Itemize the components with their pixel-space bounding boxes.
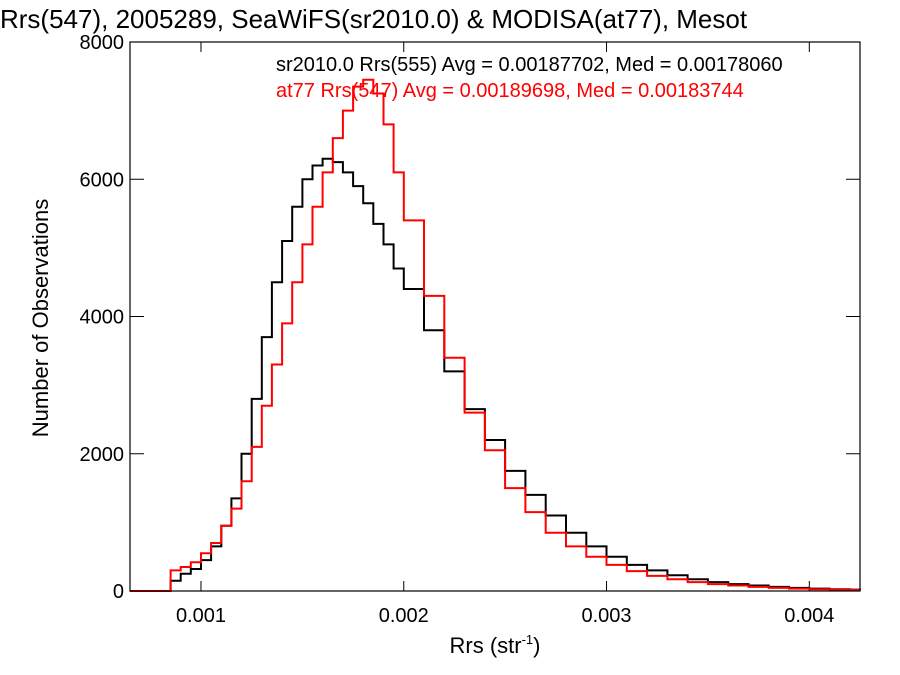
chart-title: Rrs(547), 2005289, SeaWiFS(sr2010.0) & M… — [0, 4, 748, 34]
x-tick-label: 0.002 — [379, 605, 429, 627]
x-axis-label: Rrs (str-1) — [450, 632, 541, 658]
x-tick-label: 0.003 — [581, 605, 631, 627]
plot-frame — [129, 41, 861, 592]
x-tick-label: 0.001 — [176, 605, 226, 627]
x-axis-label-close: ) — [533, 633, 540, 658]
x-axis-label-superscript: -1 — [522, 632, 534, 647]
y-tick-label: 2000 — [80, 444, 125, 466]
legend-entry-red: at77 Rrs(547) Avg = 0.00189698, Med = 0.… — [276, 80, 744, 102]
legend-entry-black: sr2010.0 Rrs(555) Avg = 0.00187702, Med … — [276, 54, 783, 76]
y-tick-label: 4000 — [80, 307, 125, 329]
series-1-line — [130, 78, 861, 592]
y-axis-label: Number of Observations — [28, 199, 53, 437]
x-tick-label: 0.004 — [784, 605, 834, 627]
series-0-line — [130, 157, 861, 592]
axis-ticks: 0.001 0.002 0.003 0.004 0 2000 4000 6000 8000 — [80, 32, 860, 627]
y-axis-label-group: Number of Observations — [28, 199, 53, 437]
y-tick-label: 8000 — [80, 32, 125, 54]
y-tick-label: 0 — [113, 581, 124, 603]
series-layer — [130, 78, 861, 592]
y-tick-label: 6000 — [80, 169, 125, 191]
x-axis-label-main: Rrs (str — [450, 633, 522, 658]
